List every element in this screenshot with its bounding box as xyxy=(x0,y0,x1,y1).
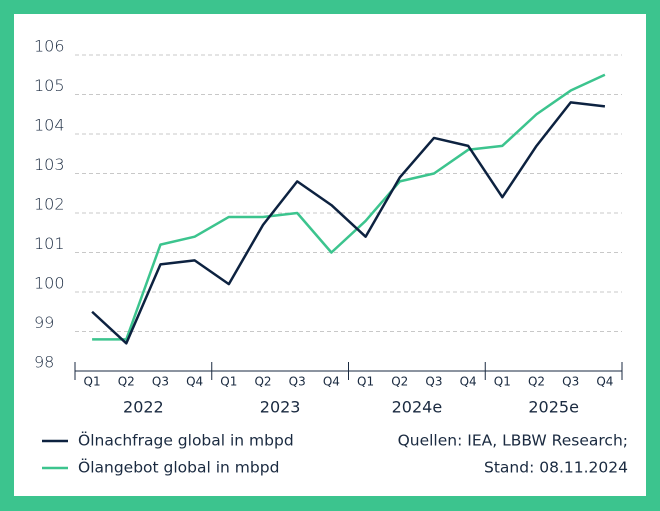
y-tick-label: 105 xyxy=(34,76,65,95)
x-tick-label: Q2 xyxy=(254,375,271,389)
y-tick-label: 106 xyxy=(34,37,65,56)
y-tick-label: 101 xyxy=(34,234,65,253)
x-tick-label: Q4 xyxy=(323,375,340,389)
x-tick-label: Q2 xyxy=(528,375,545,389)
x-tick-label: Q1 xyxy=(357,375,374,389)
x-group-label: 2023 xyxy=(260,398,301,417)
x-tick-label: Q3 xyxy=(152,375,169,389)
data-line xyxy=(92,73,606,341)
y-tick-label: 98 xyxy=(34,353,54,372)
x-tick-label: Q4 xyxy=(596,375,613,389)
x-tick-label: Q1 xyxy=(220,375,237,389)
y-tick-label: 100 xyxy=(34,274,65,293)
y-tick-label: 99 xyxy=(34,313,54,332)
legend-label: Ölnachfrage global in mbpd xyxy=(78,431,294,450)
x-tick-label: Q2 xyxy=(391,375,408,389)
x-group-label: 2025e xyxy=(528,398,579,417)
x-tick-label: Q4 xyxy=(186,375,203,389)
x-tick-label: Q4 xyxy=(460,375,477,389)
x-tick-label: Q3 xyxy=(425,375,442,389)
x-group-label: 2024e xyxy=(392,398,443,417)
x-tick-label: Q3 xyxy=(562,375,579,389)
y-tick-label: 102 xyxy=(34,195,65,214)
x-group-label: 2022 xyxy=(123,398,164,417)
y-tick-label: 103 xyxy=(34,155,65,174)
x-tick-label: Q3 xyxy=(289,375,306,389)
y-tick-label: 104 xyxy=(34,116,65,135)
x-tick-label: Q1 xyxy=(84,375,101,389)
x-tick-label: Q1 xyxy=(494,375,511,389)
legend-label: Ölangebot global in mbpd xyxy=(78,458,279,477)
panel xyxy=(14,14,646,496)
data-line xyxy=(91,101,606,345)
source-note: Quellen: IEA, LBBW Research; xyxy=(398,432,628,450)
x-tick-label: Q2 xyxy=(118,375,135,389)
source-note: Stand: 08.11.2024 xyxy=(484,459,628,477)
